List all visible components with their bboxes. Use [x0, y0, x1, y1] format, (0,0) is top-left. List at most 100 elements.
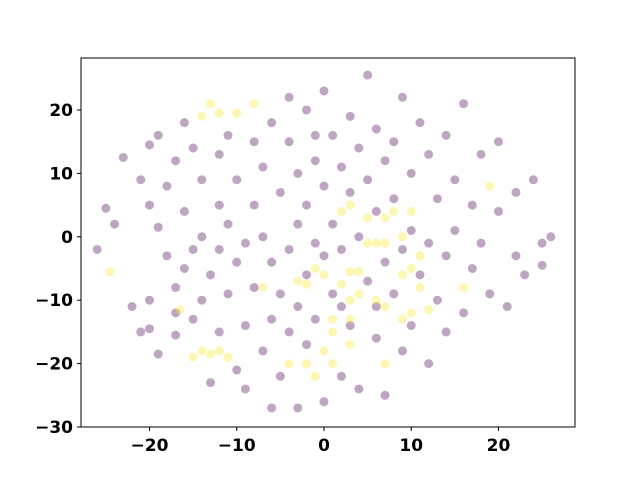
point	[432, 295, 442, 305]
point	[398, 92, 408, 102]
point	[511, 251, 521, 261]
point	[528, 175, 538, 185]
point	[328, 327, 338, 337]
point	[179, 263, 189, 273]
point	[223, 130, 233, 140]
point	[371, 295, 381, 305]
point	[267, 118, 277, 128]
point	[118, 153, 128, 163]
point	[424, 305, 434, 315]
point	[345, 340, 355, 350]
point	[328, 314, 338, 324]
point	[389, 206, 399, 216]
point	[406, 308, 416, 318]
point	[302, 270, 312, 280]
point	[293, 219, 303, 229]
point	[310, 156, 320, 166]
x-tick-label: 20	[487, 436, 511, 456]
point	[144, 295, 154, 305]
point	[206, 378, 216, 388]
point	[319, 397, 329, 407]
point	[424, 238, 434, 248]
point	[345, 111, 355, 121]
point	[319, 346, 329, 356]
y-tick-label: −30	[35, 418, 73, 438]
point	[240, 384, 250, 394]
y-tick-label: 20	[49, 101, 73, 121]
point	[214, 327, 224, 337]
point	[310, 371, 320, 381]
point	[153, 349, 163, 359]
point	[302, 359, 312, 369]
point	[197, 175, 207, 185]
point	[214, 200, 224, 210]
point	[105, 267, 115, 277]
point	[328, 219, 338, 229]
point	[302, 105, 312, 115]
point	[153, 130, 163, 140]
point	[363, 238, 373, 248]
point	[197, 295, 207, 305]
point	[267, 403, 277, 413]
point	[406, 168, 416, 178]
point	[476, 149, 486, 159]
point	[223, 219, 233, 229]
point	[223, 352, 233, 362]
point	[110, 219, 120, 229]
point	[363, 213, 373, 223]
point	[336, 206, 346, 216]
point	[232, 257, 242, 267]
point	[232, 108, 242, 118]
point	[249, 200, 259, 210]
point	[493, 206, 503, 216]
point	[214, 108, 224, 118]
point	[171, 283, 181, 293]
point	[293, 403, 303, 413]
point	[214, 149, 224, 159]
point	[380, 390, 390, 400]
point	[249, 99, 259, 109]
point	[319, 251, 329, 261]
point	[345, 267, 355, 277]
y-tick-label: 10	[49, 164, 73, 184]
point	[345, 187, 355, 197]
point	[493, 137, 503, 147]
point	[398, 346, 408, 356]
point	[371, 206, 381, 216]
point	[197, 232, 207, 242]
point	[354, 384, 364, 394]
point	[92, 244, 102, 254]
point	[302, 200, 312, 210]
point	[136, 175, 146, 185]
point	[284, 327, 294, 337]
point	[354, 232, 364, 242]
point	[310, 130, 320, 140]
point	[345, 321, 355, 331]
point	[398, 244, 408, 254]
point	[232, 175, 242, 185]
point	[450, 225, 460, 235]
point	[459, 283, 469, 293]
point	[319, 181, 329, 191]
point	[336, 162, 346, 172]
point	[389, 289, 399, 299]
point	[424, 149, 434, 159]
point	[144, 140, 154, 150]
point	[188, 244, 198, 254]
point	[293, 276, 303, 286]
plot-frame	[80, 57, 576, 428]
point	[319, 86, 329, 96]
point	[424, 359, 434, 369]
point	[258, 162, 268, 172]
point	[162, 181, 172, 191]
point	[197, 111, 207, 121]
point	[345, 200, 355, 210]
point	[354, 289, 364, 299]
x-tick-label: 0	[318, 436, 330, 456]
y-tick-label: −20	[35, 355, 73, 375]
point	[467, 200, 477, 210]
point	[249, 283, 259, 293]
point	[310, 238, 320, 248]
point	[363, 70, 373, 80]
